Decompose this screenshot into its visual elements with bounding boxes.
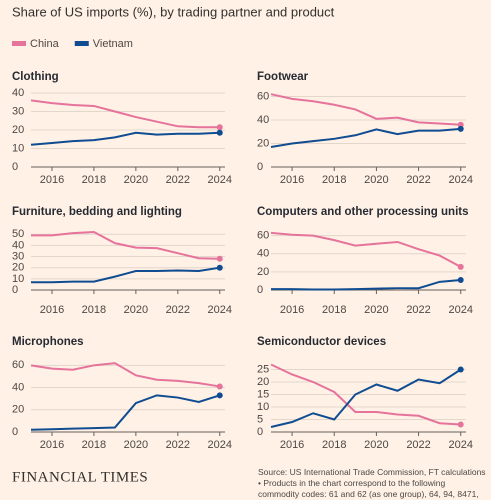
x-tick-label: 2016 xyxy=(40,174,64,186)
y-tick-label: 20 xyxy=(12,262,24,274)
y-tick-label: 0 xyxy=(257,161,263,173)
series-line xyxy=(31,266,220,284)
x-tick-label: 2016 xyxy=(40,439,64,451)
end-marker xyxy=(216,264,223,271)
x-tick-label: 2022 xyxy=(406,439,430,451)
x-tick-label: 2022 xyxy=(166,439,190,451)
x-tick-label: 2020 xyxy=(364,174,388,186)
end-marker xyxy=(457,121,464,128)
y-tick-label: 60 xyxy=(12,359,24,371)
panel-title: Footwear xyxy=(257,71,309,83)
x-tick-label: 2020 xyxy=(124,174,148,186)
y-tick-label: 50 xyxy=(12,228,24,240)
y-tick-label: 0 xyxy=(257,426,263,438)
x-tick-label: 2016 xyxy=(40,304,64,316)
end-marker xyxy=(216,255,223,262)
x-tick-label: 2018 xyxy=(82,304,106,316)
end-marker xyxy=(457,277,464,284)
y-tick-label: 20 xyxy=(12,124,24,136)
series-line xyxy=(270,363,461,426)
y-tick-label: 0 xyxy=(12,426,18,438)
end-marker xyxy=(457,366,464,373)
chart-title: Share of US imports (%), by trading part… xyxy=(12,4,335,19)
x-tick-label: 2018 xyxy=(82,174,106,186)
y-tick-label: 20 xyxy=(12,404,24,416)
x-tick-label: 2018 xyxy=(322,439,346,451)
y-tick-label: 60 xyxy=(257,90,269,102)
end-marker xyxy=(216,392,223,399)
y-tick-label: 30 xyxy=(12,250,24,262)
panel-title: Furniture, bedding and lighting xyxy=(12,206,182,218)
x-tick-label: 2016 xyxy=(280,174,304,186)
x-tick-label: 2024 xyxy=(448,439,472,451)
end-marker xyxy=(216,383,223,390)
series-line xyxy=(270,127,461,149)
series-line xyxy=(30,131,220,146)
x-tick-label: 2024 xyxy=(208,439,232,451)
y-tick-label: 40 xyxy=(12,87,24,99)
x-tick-label: 2020 xyxy=(124,304,148,316)
legend-label: China xyxy=(30,38,60,50)
x-tick-label: 2018 xyxy=(82,439,106,451)
x-tick-label: 2020 xyxy=(364,439,388,451)
x-tick-label: 2016 xyxy=(280,304,304,316)
x-tick-label: 2020 xyxy=(364,304,388,316)
y-tick-label: 10 xyxy=(12,273,24,285)
x-tick-label: 2022 xyxy=(406,174,430,186)
y-tick-label: 10 xyxy=(12,142,24,154)
x-tick-label: 2016 xyxy=(280,439,304,451)
x-tick-label: 2022 xyxy=(166,174,190,186)
legend-swatch xyxy=(74,41,89,46)
y-tick-label: 30 xyxy=(12,105,24,117)
series-line xyxy=(271,279,461,291)
y-tick-label: 5 xyxy=(257,413,263,425)
end-marker xyxy=(216,129,223,136)
series-line xyxy=(31,230,220,260)
series-line xyxy=(270,231,462,268)
y-tick-label: 0 xyxy=(12,161,18,173)
y-tick-label: 40 xyxy=(257,248,269,260)
y-tick-label: 40 xyxy=(257,114,269,126)
end-marker xyxy=(457,421,464,428)
series-line xyxy=(30,99,220,129)
panel-title: Semiconductor devices xyxy=(257,336,386,348)
series-line xyxy=(270,368,462,428)
panel-title: Computers and other processing units xyxy=(257,206,469,218)
legend-swatch xyxy=(12,41,26,46)
y-tick-label: 0 xyxy=(12,284,18,296)
series-line xyxy=(30,394,221,431)
end-marker xyxy=(457,125,464,132)
source-note: Source: US International Trade Commissio… xyxy=(258,467,486,499)
panel-title: Microphones xyxy=(12,336,84,348)
y-tick-label: 40 xyxy=(12,381,24,393)
y-tick-label: 20 xyxy=(257,137,269,149)
x-tick-label: 2018 xyxy=(322,304,346,316)
panel-title: Clothing xyxy=(12,71,59,83)
x-tick-label: 2024 xyxy=(448,174,472,186)
y-tick-label: 10 xyxy=(257,401,269,413)
series-line xyxy=(30,362,220,388)
x-tick-label: 2024 xyxy=(448,304,472,316)
x-tick-label: 2024 xyxy=(208,304,232,316)
x-tick-label: 2024 xyxy=(208,174,232,186)
y-tick-label: 60 xyxy=(257,230,269,242)
end-marker xyxy=(216,124,223,131)
x-tick-label: 2022 xyxy=(166,304,190,316)
y-tick-label: 25 xyxy=(257,363,269,375)
y-tick-label: 0 xyxy=(257,284,263,296)
y-tick-label: 20 xyxy=(257,376,269,388)
x-tick-label: 2018 xyxy=(322,174,346,186)
x-tick-label: 2020 xyxy=(124,439,148,451)
series-line xyxy=(270,93,461,126)
legend-label: Vietnam xyxy=(93,38,133,50)
x-tick-label: 2022 xyxy=(406,304,430,316)
end-marker xyxy=(457,263,464,270)
y-tick-label: 40 xyxy=(12,239,24,251)
y-tick-label: 20 xyxy=(257,266,269,278)
brand: FINANCIAL TIMES xyxy=(12,469,148,485)
y-tick-label: 15 xyxy=(257,388,269,400)
